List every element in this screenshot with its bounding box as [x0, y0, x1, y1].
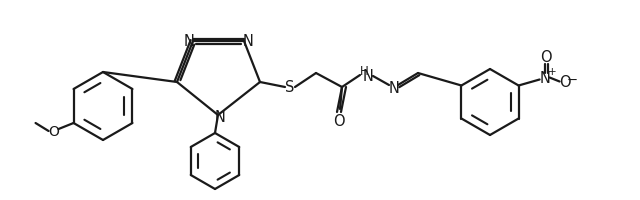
Text: −: − — [567, 74, 578, 87]
Text: N: N — [214, 110, 225, 125]
Text: N: N — [388, 81, 399, 96]
Text: +: + — [548, 67, 557, 77]
Text: O: O — [333, 114, 345, 129]
Text: N: N — [243, 33, 253, 48]
Text: O: O — [559, 75, 570, 90]
Text: S: S — [285, 80, 294, 95]
Text: N: N — [363, 69, 373, 84]
Text: H: H — [360, 65, 369, 78]
Text: O: O — [48, 124, 59, 138]
Text: O: O — [540, 50, 552, 65]
Text: N: N — [539, 71, 550, 86]
Text: N: N — [184, 33, 195, 48]
